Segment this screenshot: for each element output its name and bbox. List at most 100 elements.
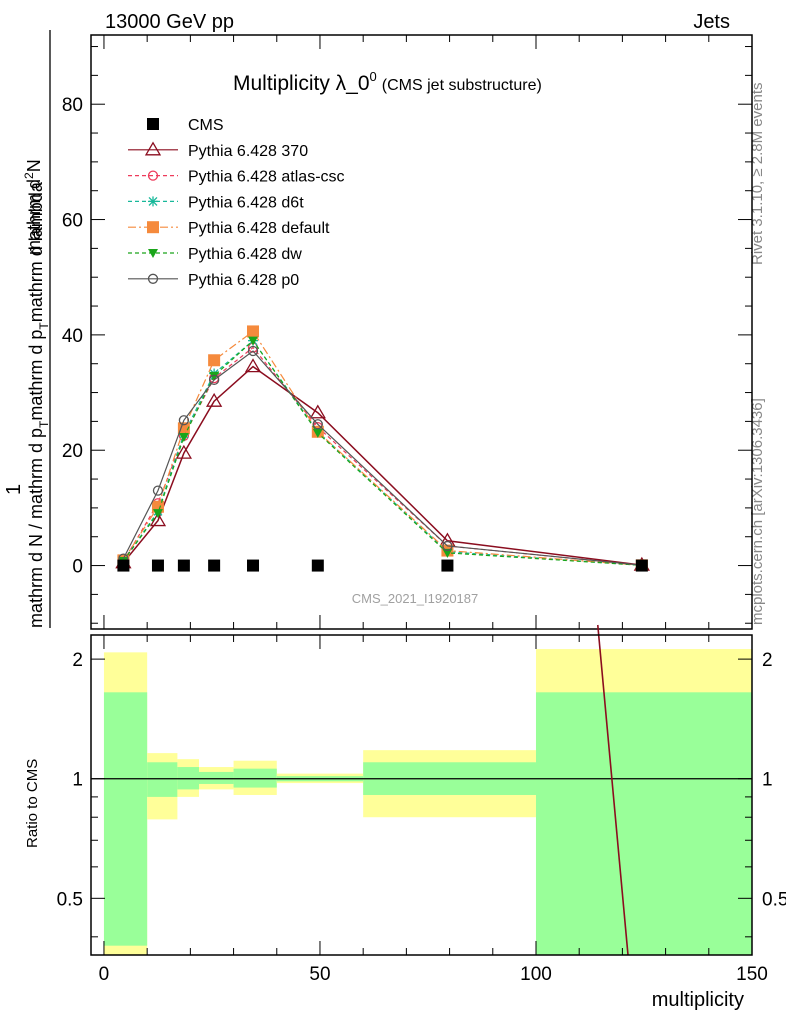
data-point <box>442 540 453 552</box>
ratio-y-tick-label: 0.5 <box>57 889 83 910</box>
x-tick-label: 100 <box>520 964 552 985</box>
ratio-frame <box>90 634 753 956</box>
series-0 <box>117 559 648 572</box>
data-point <box>442 548 453 558</box>
ratio-y-tick-label-right: 2 <box>762 650 773 671</box>
ratio-y-tick-label: 1 <box>72 770 83 791</box>
main-frame <box>90 34 753 630</box>
legend-marker <box>147 273 159 284</box>
legend-marker <box>147 118 159 130</box>
legend-label: CMS <box>188 117 224 134</box>
data-point <box>208 354 221 367</box>
ylabel-num-part-1: 2 <box>22 172 36 179</box>
ratio-ticks: 0.5 0.5 1 1 2 2 0 50 100 150 <box>57 635 786 985</box>
legend-marker <box>147 170 159 181</box>
stat-uncertainty-band <box>103 692 148 946</box>
data-point <box>247 345 259 357</box>
chart-subtitle: (CMS jet substructure) <box>382 77 542 94</box>
side-label-mcplots: mcplots.cern.ch [arXiv:1306.3436] <box>749 398 766 625</box>
main-series <box>115 325 650 572</box>
data-point <box>311 559 324 572</box>
legend-entry: Pythia 6.428 atlas-csc <box>128 169 345 186</box>
series-2 <box>118 342 647 571</box>
watermark: CMS_2021_I1920187 <box>352 591 479 606</box>
energy-label: 13000 GeV pp <box>105 11 234 33</box>
legend-entry: Pythia 6.428 dw <box>128 246 302 263</box>
series-1 <box>115 358 650 571</box>
legend-label: Pythia 6.428 370 <box>188 143 308 160</box>
x-tick-label: 0 <box>99 964 110 985</box>
main-ticks: 0 20 40 60 80 <box>62 35 753 629</box>
stat-uncertainty-band <box>199 771 234 784</box>
legend-marker <box>144 141 162 156</box>
y-tick-label: 80 <box>62 95 83 116</box>
ylabel-num-part-2: N <box>24 159 44 172</box>
legend-marker <box>148 196 158 207</box>
data-point <box>312 419 323 430</box>
series-3 <box>118 335 647 571</box>
ratio-series-line <box>596 624 629 956</box>
data-point <box>247 559 260 572</box>
data-point <box>152 485 164 496</box>
chart-title: Multiplicity λ_00 (CMS jet substructure) <box>233 69 542 95</box>
ratio-panel: 0.5 0.5 1 1 2 2 0 50 100 150 Ratio to CMS multipl… <box>24 624 786 1011</box>
series-line <box>122 330 642 566</box>
x-tick-label: 50 <box>309 964 330 985</box>
ratio-y-tick-label-right: 1 <box>762 770 773 791</box>
data-point <box>247 325 260 338</box>
ylabel-fraction-denominator: mathrm d N / mathrm d pTmathrm d pTmathr… <box>26 181 51 628</box>
series-line <box>122 346 642 566</box>
chart-title-superscript: 0 <box>370 69 377 84</box>
data-point <box>177 559 190 572</box>
legend-label: Pythia 6.428 atlas-csc <box>188 169 345 186</box>
ratio-y-tick-label-right: 0.5 <box>762 889 786 910</box>
ratio-bands <box>91 649 752 955</box>
data-point <box>208 559 221 572</box>
data-point <box>149 512 167 527</box>
legend-entry: Pythia 6.428 p0 <box>128 272 299 289</box>
data-point <box>244 358 262 373</box>
main-y-axis-label: 1 mathrm d2N mathrm d N / mathrm d pTmat… <box>3 30 51 628</box>
x-axis-label: multiplicity <box>652 989 744 1011</box>
legend-marker <box>147 221 159 234</box>
series-6 <box>118 345 647 571</box>
legend-entry: Pythia 6.428 370 <box>128 141 308 160</box>
data-point <box>117 559 130 572</box>
y-tick-label: 0 <box>72 557 83 578</box>
legend-label: Pythia 6.428 p0 <box>188 272 299 289</box>
legend-label: Pythia 6.428 default <box>188 220 330 237</box>
series-line <box>122 350 642 566</box>
data-point <box>177 422 190 435</box>
legend-entry: Pythia 6.428 d6t <box>128 194 304 211</box>
y-tick-label: 60 <box>62 211 83 232</box>
ylabel-den-part-4: mathrm d lambda <box>26 181 46 322</box>
ylabel-den-part-1: T <box>37 420 51 428</box>
y-tick-label: 20 <box>62 441 83 462</box>
ylabel-den-part-0: mathrm d N / mathrm d p <box>26 428 46 628</box>
legend: CMS Pythia 6.428 370 Pythia 6.428 atlas-cs… <box>128 117 345 289</box>
ratio-y-axis-label: Ratio to CMS <box>24 759 41 848</box>
data-point <box>208 374 220 386</box>
series-line <box>122 339 642 566</box>
legend-label: Pythia 6.428 dw <box>188 246 302 263</box>
stat-uncertainty-band <box>233 768 277 788</box>
data-point <box>175 444 193 459</box>
x-tick-label: 150 <box>736 964 768 985</box>
data-point <box>151 559 164 572</box>
ylabel-fraction-numerator: mathrm d2N <box>22 159 44 255</box>
ylabel-den-part-3: T <box>37 322 51 330</box>
data-point <box>178 415 190 426</box>
series-5 <box>118 336 647 571</box>
chart-title-text: Multiplicity λ_0 <box>233 72 370 95</box>
data-point <box>178 432 189 442</box>
data-point <box>152 509 163 519</box>
ylabel-den-part-2: mathrm d p <box>26 330 46 421</box>
stat-uncertainty-band <box>535 692 752 955</box>
legend-entry: CMS <box>147 117 224 134</box>
series-line <box>122 339 642 566</box>
stat-uncertainty-band <box>147 762 178 797</box>
data-point <box>205 392 223 407</box>
ylabel-numerator: 1 <box>3 484 25 495</box>
